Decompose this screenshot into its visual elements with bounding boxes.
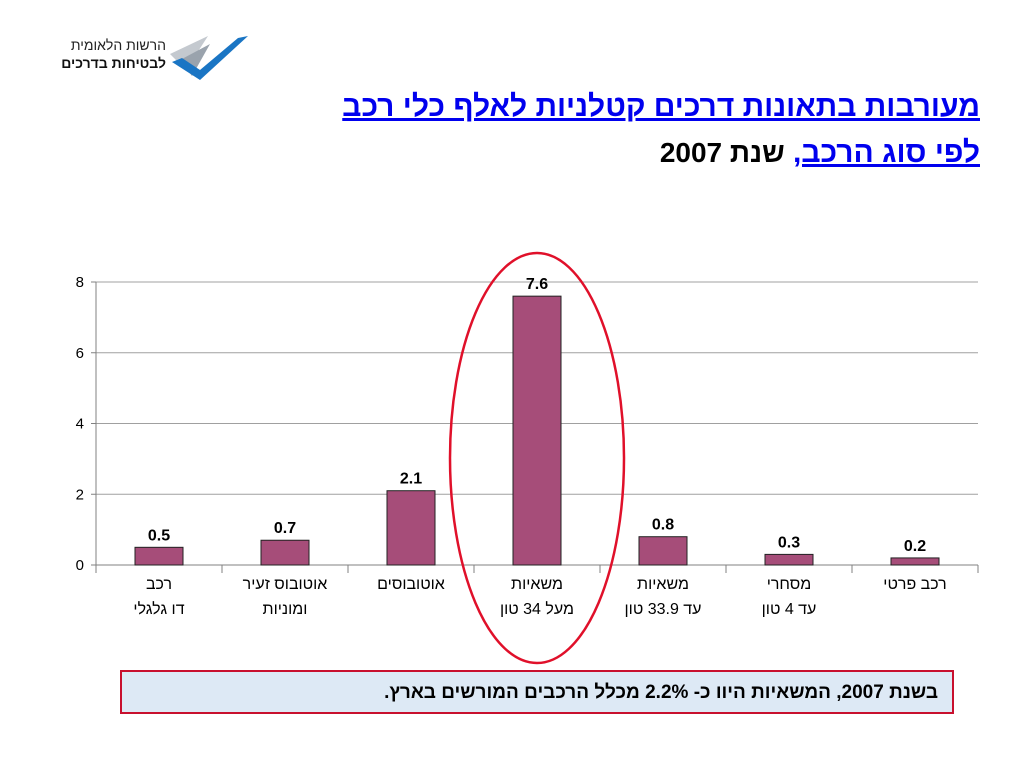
category-label: עד 4 טון <box>762 601 817 618</box>
y-tick-label: 8 <box>76 274 84 291</box>
data-label: 0.2 <box>904 538 926 555</box>
category-label: רכב <box>146 576 172 593</box>
data-label: 0.8 <box>652 517 674 534</box>
data-label: 2.1 <box>400 471 422 488</box>
logo-line1: הרשות הלאומית <box>70 37 166 53</box>
note-box: בשנת 2007, המשאיות היוו כ- 2.2% מכלל הרכ… <box>120 670 954 714</box>
category-label: ומוניות <box>263 601 308 618</box>
y-tick-label: 2 <box>76 486 84 503</box>
title-line1[interactable]: מעורבות בתאונות דרכים קטלניות לאלף כלי ר… <box>342 90 980 123</box>
checkmark-logo-icon <box>170 36 248 80</box>
title-line2: לפי סוג הרכב, שנת 2007 <box>80 130 980 176</box>
title-line2-link[interactable]: לפי סוג הרכב, <box>792 136 980 169</box>
logo-line2: לבטיחות בדרכים <box>61 55 166 71</box>
data-label: 7.6 <box>526 276 548 293</box>
bar <box>638 536 688 566</box>
bar <box>386 490 436 566</box>
category-label: דו גלגלי <box>133 600 184 618</box>
bar <box>134 546 184 566</box>
category-label: עד 33.9 טון <box>625 601 702 618</box>
logo-text: הרשות הלאומית לבטיחות בדרכים <box>38 36 166 72</box>
category-label: אוטובוסים <box>377 576 445 593</box>
data-label: 0.3 <box>778 534 800 551</box>
y-tick-label: 6 <box>76 345 84 362</box>
title-line2-year: שנת 2007 <box>659 137 785 168</box>
slide-title: מעורבות בתאונות דרכים קטלניות לאלף כלי ר… <box>80 84 980 176</box>
bar <box>764 553 814 566</box>
y-tick-label: 4 <box>76 416 84 433</box>
category-label: משאיות <box>511 576 563 593</box>
category-label: מסחרי <box>767 576 812 593</box>
category-label: מעל 34 טון <box>500 600 574 618</box>
category-label: אוטובוס זעיר <box>243 576 328 593</box>
bar <box>512 295 562 566</box>
data-label: 0.7 <box>274 520 296 537</box>
bar <box>260 539 310 566</box>
logo: הרשות הלאומית לבטיחות בדרכים <box>38 30 253 85</box>
category-label: רכב פרטי <box>883 576 946 593</box>
y-tick-label: 0 <box>76 557 84 574</box>
highlight-ellipse <box>448 251 626 665</box>
note-text: בשנת 2007, המשאיות היוו כ- 2.2% מכלל הרכ… <box>384 682 938 703</box>
category-label: משאיות <box>637 576 689 593</box>
data-label: 0.5 <box>148 527 170 544</box>
bar <box>890 557 940 566</box>
bar-chart: 0 2 4 6 8 0.5 רכב דו גלגלי 0.7 אוטובוס זעיר ומוניו… <box>76 251 979 665</box>
